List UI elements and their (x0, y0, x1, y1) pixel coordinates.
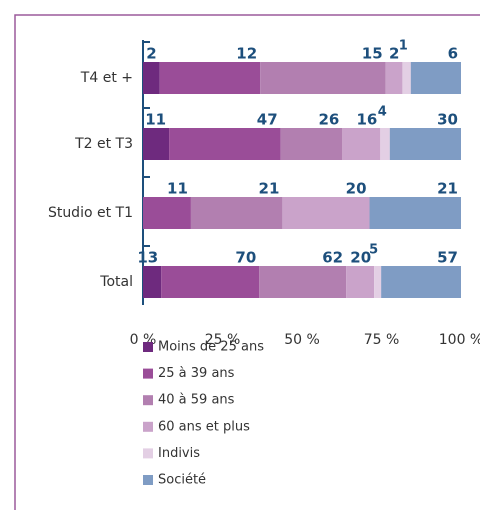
bar-segment (169, 128, 281, 160)
value-label: 20 (350, 249, 371, 267)
frame (14, 14, 480, 510)
value-label: 20 (346, 180, 367, 198)
bar-segment (143, 128, 170, 160)
value-label: 6 (448, 45, 458, 63)
value-label: 5 (369, 243, 378, 258)
bar-segment (143, 266, 162, 298)
value-label: 21 (437, 180, 458, 198)
value-label: 12 (236, 45, 257, 63)
value-label: 62 (322, 249, 343, 267)
bar-segment (380, 128, 390, 160)
bar-segment (143, 197, 191, 229)
value-label: 57 (437, 249, 458, 267)
legend-swatch (143, 448, 153, 459)
legend-swatch (143, 475, 153, 485)
legend-swatch (143, 395, 153, 406)
x-tick-label: 50 % (284, 332, 320, 348)
bar-segment (346, 266, 375, 298)
bar-segment (260, 62, 386, 94)
legend-label: Société (158, 473, 206, 488)
bar-segment (161, 266, 260, 298)
category-label: T2 et T3 (74, 136, 133, 152)
bar-segment (282, 197, 370, 229)
value-label: 2 (146, 45, 156, 63)
bar-segment (280, 128, 343, 160)
legend-label: 60 ans et plus (158, 419, 250, 434)
value-label: 30 (437, 111, 458, 129)
legend-swatch (143, 342, 153, 352)
category-label: Total (99, 274, 133, 290)
value-label: 4 (378, 105, 387, 120)
category-label: T4 et + (80, 70, 133, 86)
bar-segment (402, 62, 411, 94)
x-tick-label: 100 % (439, 332, 480, 348)
x-tick-label: 25 % (205, 332, 241, 348)
bar-segment (374, 266, 382, 298)
value-label: 70 (235, 249, 256, 267)
category-label: Studio et T1 (48, 205, 133, 221)
value-label: 15 (362, 45, 383, 63)
x-tick-label: 75 % (364, 332, 400, 348)
legend-label: 40 à 59 ans (158, 393, 235, 408)
value-label: 2 (389, 45, 399, 63)
bar-segment (143, 62, 160, 94)
value-label: 11 (145, 111, 166, 129)
bar-segment (389, 128, 461, 160)
value-label: 21 (259, 180, 280, 198)
bar-segment (159, 62, 261, 94)
legend-swatch (143, 421, 153, 432)
value-label: 13 (137, 249, 158, 267)
bar-segment (385, 62, 403, 94)
bar-segment (190, 197, 283, 229)
bar-segment (259, 266, 347, 298)
value-label: 1 (399, 39, 408, 54)
value-label: 26 (318, 111, 339, 129)
bar-segment (369, 197, 461, 229)
legend-swatch (143, 368, 153, 379)
value-label: 16 (356, 111, 377, 129)
value-label: 11 (167, 180, 188, 198)
bar-segment (381, 266, 461, 298)
legend-label: Indivis (158, 446, 200, 461)
bar-segment (342, 128, 381, 160)
legend-label: Moins de 25 ans (158, 340, 264, 355)
bar-segment (410, 62, 461, 94)
legend-label: 25 à 39 ans (158, 366, 235, 381)
value-label: 47 (257, 111, 278, 129)
